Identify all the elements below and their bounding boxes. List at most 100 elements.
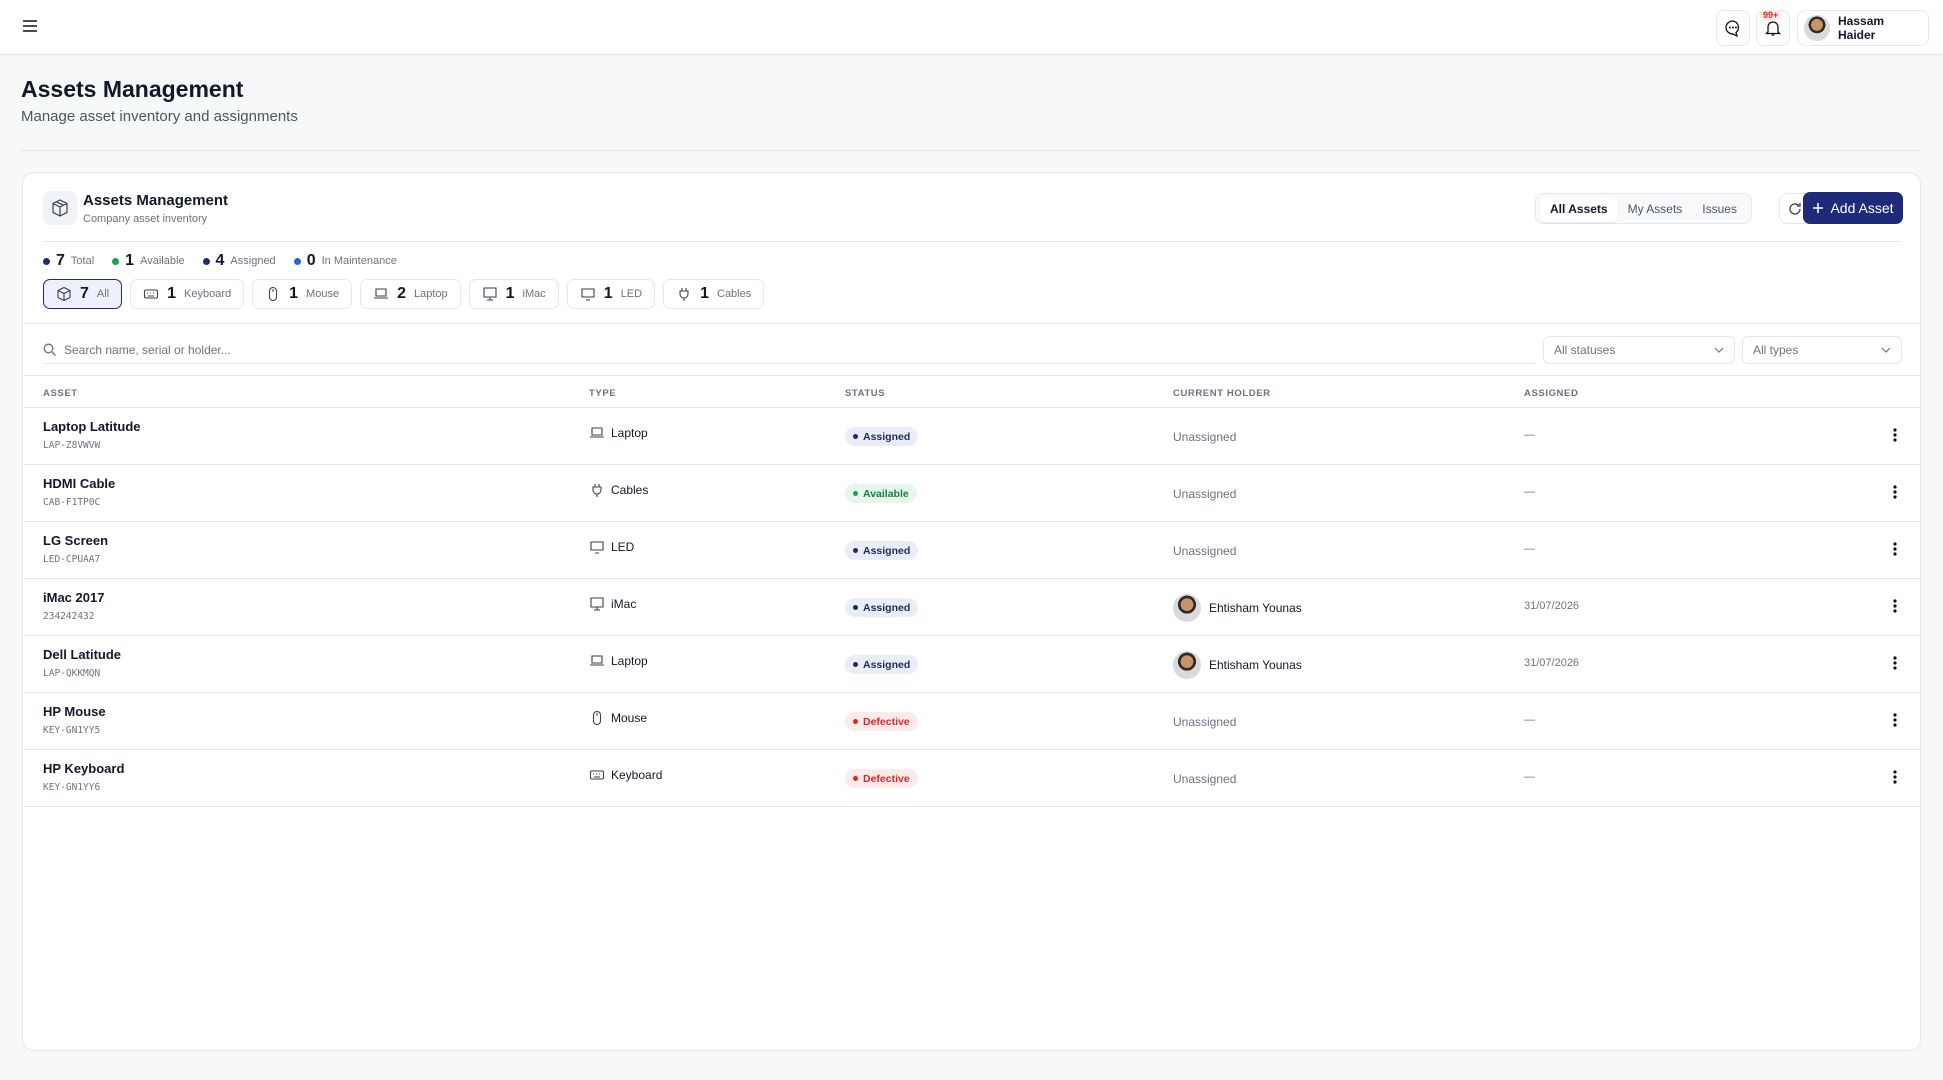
status-badge: Defective: [845, 712, 918, 731]
holder-name: Ehtisham Younas: [1209, 600, 1302, 615]
status-badge: Defective: [845, 769, 918, 788]
type-select[interactable]: All types: [1742, 336, 1902, 364]
holder-avatar: [1173, 650, 1201, 679]
add-asset-button[interactable]: Add Asset: [1803, 192, 1903, 224]
table-row: Laptop Latitude LAP-Z8VWVW Laptop Assigned U…: [23, 408, 1920, 465]
asset-type-label: Laptop: [611, 426, 648, 440]
asset-name: HP Mouse: [43, 704, 106, 719]
search-input[interactable]: Search name, serial or holder...: [43, 336, 1535, 364]
user-menu[interactable]: Hassam Haider: [1797, 10, 1929, 46]
asset-type: Laptop: [589, 425, 648, 441]
column-header: TYPE: [589, 388, 617, 399]
status-badge: Assigned: [845, 541, 919, 560]
asset-type-label: Laptop: [611, 654, 648, 668]
assigned-date: 31/07/2026: [1524, 657, 1580, 669]
table-row: Dell Latitude LAP-QKKMQN Laptop Assigned Eht…: [23, 636, 1920, 693]
row-actions[interactable]: [1891, 768, 1899, 791]
filter-chip[interactable]: 1 Keyboard: [130, 279, 245, 309]
search-placeholder: Search name, serial or holder...: [64, 342, 231, 357]
status-label: Assigned: [863, 601, 911, 614]
filter-label: Mouse: [306, 288, 340, 300]
current-holder: Unassigned: [1173, 408, 1236, 465]
asset-type: Cables: [589, 482, 648, 498]
row-actions[interactable]: [1891, 426, 1899, 449]
filter-label: Keyboard: [184, 288, 232, 300]
asset-type: Laptop: [589, 653, 648, 669]
asset-type-label: Keyboard: [611, 768, 663, 782]
status-select[interactable]: All statuses: [1543, 336, 1735, 364]
tabs: All Assets My Assets Issues: [1535, 193, 1752, 224]
filter-count: 7: [80, 285, 89, 302]
row-actions[interactable]: [1891, 654, 1899, 677]
status-label: Defective: [863, 715, 910, 728]
stat-dot: [112, 257, 120, 265]
filter-label: Laptop: [413, 288, 448, 300]
divider: [23, 323, 1920, 324]
top-bar: 99+ Hassam Haider: [0, 0, 1943, 55]
holder-name: Unassigned: [1173, 771, 1237, 786]
stats: 7 Total 1 Available 4 Assigned 0 In Maintenance: [43, 248, 397, 274]
filter-chip[interactable]: 2 Laptop: [360, 279, 461, 309]
table-header: ASSET TYPE STATUS CURRENT HOLDER ASSIGNED: [23, 375, 1920, 408]
messages-button[interactable]: [1716, 10, 1750, 46]
current-holder: Unassigned: [1173, 693, 1236, 750]
filter-count: 1: [700, 285, 709, 302]
filter-chip[interactable]: 7 All: [43, 279, 123, 309]
stat-value: 4: [215, 252, 225, 269]
asset-name: HDMI Cable: [43, 476, 116, 491]
assigned-date: —: [1524, 429, 1535, 441]
asset-serial: 234242432: [43, 611, 95, 622]
status-label: Available: [863, 487, 909, 500]
asset-serial: LED-CPUAA7: [43, 554, 101, 565]
assets-card: Assets Management Company asset inventor…: [22, 172, 1921, 1051]
status-label: Assigned: [863, 658, 911, 671]
asset-serial: KEY-GN1YY6: [43, 782, 101, 793]
filter-chip[interactable]: 1 LED: [566, 279, 656, 309]
asset-serial: CAB-F1TP0C: [43, 497, 101, 508]
card-icon: [43, 191, 77, 225]
current-holder: Unassigned: [1173, 750, 1236, 807]
table-row: LG Screen LED-CPUAA7 LED Assigned Unassigned…: [23, 522, 1920, 579]
filter-chip[interactable]: 1 Mouse: [252, 279, 353, 309]
row-actions[interactable]: [1891, 711, 1899, 734]
asset-name: LG Screen: [43, 533, 109, 548]
filter-chip[interactable]: 1 Cables: [663, 279, 765, 309]
column-header: ASSIGNED: [1524, 388, 1579, 399]
row-actions[interactable]: [1891, 597, 1899, 620]
holder-name: Unassigned: [1173, 714, 1237, 729]
divider: [21, 150, 1921, 151]
row-actions[interactable]: [1891, 483, 1899, 506]
menu-button[interactable]: [22, 18, 38, 34]
stat-value: 7: [56, 252, 65, 269]
holder-name: Unassigned: [1173, 429, 1237, 444]
asset-type-label: LED: [611, 540, 635, 554]
filter-label: All: [96, 288, 110, 300]
asset-name: Laptop Latitude: [43, 419, 141, 434]
stat: 0 In Maintenance: [293, 252, 397, 270]
column-header: STATUS: [845, 388, 886, 399]
status-label: Assigned: [863, 430, 911, 443]
filter-chip[interactable]: 1 iMac: [468, 279, 559, 309]
tab[interactable]: Issues: [1702, 201, 1737, 216]
tab[interactable]: All Assets: [1540, 195, 1618, 222]
column-header: CURRENT HOLDER: [1173, 388, 1271, 399]
stat-label: Available: [140, 255, 185, 267]
stat: 1 Available: [112, 252, 185, 270]
current-holder: Ehtisham Younas: [1173, 579, 1302, 636]
filter-label: Cables: [717, 288, 752, 300]
assigned-date: —: [1524, 714, 1535, 726]
status-label: Defective: [863, 772, 910, 785]
current-holder: Unassigned: [1173, 465, 1236, 522]
assigned-date: —: [1524, 771, 1535, 783]
filter-count: 1: [167, 285, 177, 302]
asset-type: LED: [589, 539, 634, 555]
table-row: HP Keyboard KEY-GN1YY6 Keyboard Defective Un…: [23, 750, 1920, 807]
asset-type-label: Mouse: [611, 711, 648, 725]
asset-type: Keyboard: [589, 767, 662, 783]
row-actions[interactable]: [1891, 540, 1899, 563]
status-badge: Assigned: [845, 655, 919, 674]
table-row: iMac 2017 234242432 iMac Assigned Ehtisham Y…: [23, 579, 1920, 636]
tab[interactable]: My Assets: [1627, 201, 1683, 216]
status-select-label: All statuses: [1554, 343, 1616, 357]
stat-value: 0: [306, 252, 316, 269]
